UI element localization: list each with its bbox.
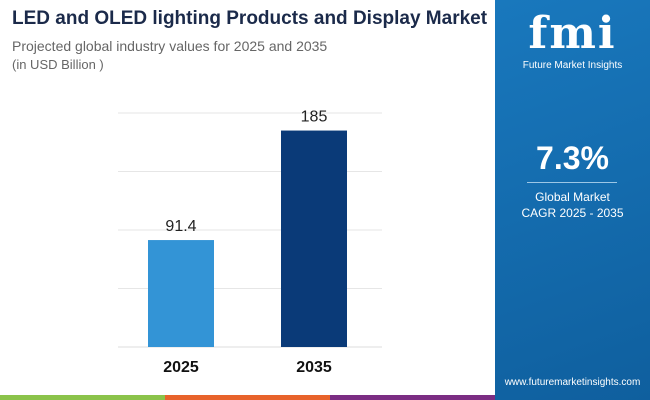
bar-2025 [148, 240, 214, 347]
data-label: 185 [301, 109, 328, 126]
cagr-label: Global Market CAGR 2025 - 2035 [521, 190, 624, 220]
data-label: 91.4 [165, 218, 196, 235]
color-strip-purple [330, 395, 495, 400]
website-link[interactable]: www.futuremarketinsights.com [504, 377, 641, 388]
bar-chart: 91.4 2025 185 2035 [118, 109, 382, 376]
x-tick-label: 2025 [163, 359, 199, 376]
color-strip-green [0, 395, 165, 400]
unit-label: (in USD Billion ) [12, 57, 104, 72]
side-panel: fmi Future Market Insights 7.3% Global M… [495, 0, 650, 400]
chart-subtitle: Projected global industry values for 202… [12, 38, 328, 54]
chart-title: LED and OLED lighting Products and Displ… [12, 8, 488, 29]
bar-2035 [281, 130, 347, 347]
color-strip-orange [165, 395, 330, 400]
fmi-logo: fmi Future Market Insights [522, 8, 623, 71]
divider [527, 182, 617, 183]
cagr-value: 7.3% [536, 140, 609, 176]
x-tick-label: 2035 [296, 359, 332, 376]
